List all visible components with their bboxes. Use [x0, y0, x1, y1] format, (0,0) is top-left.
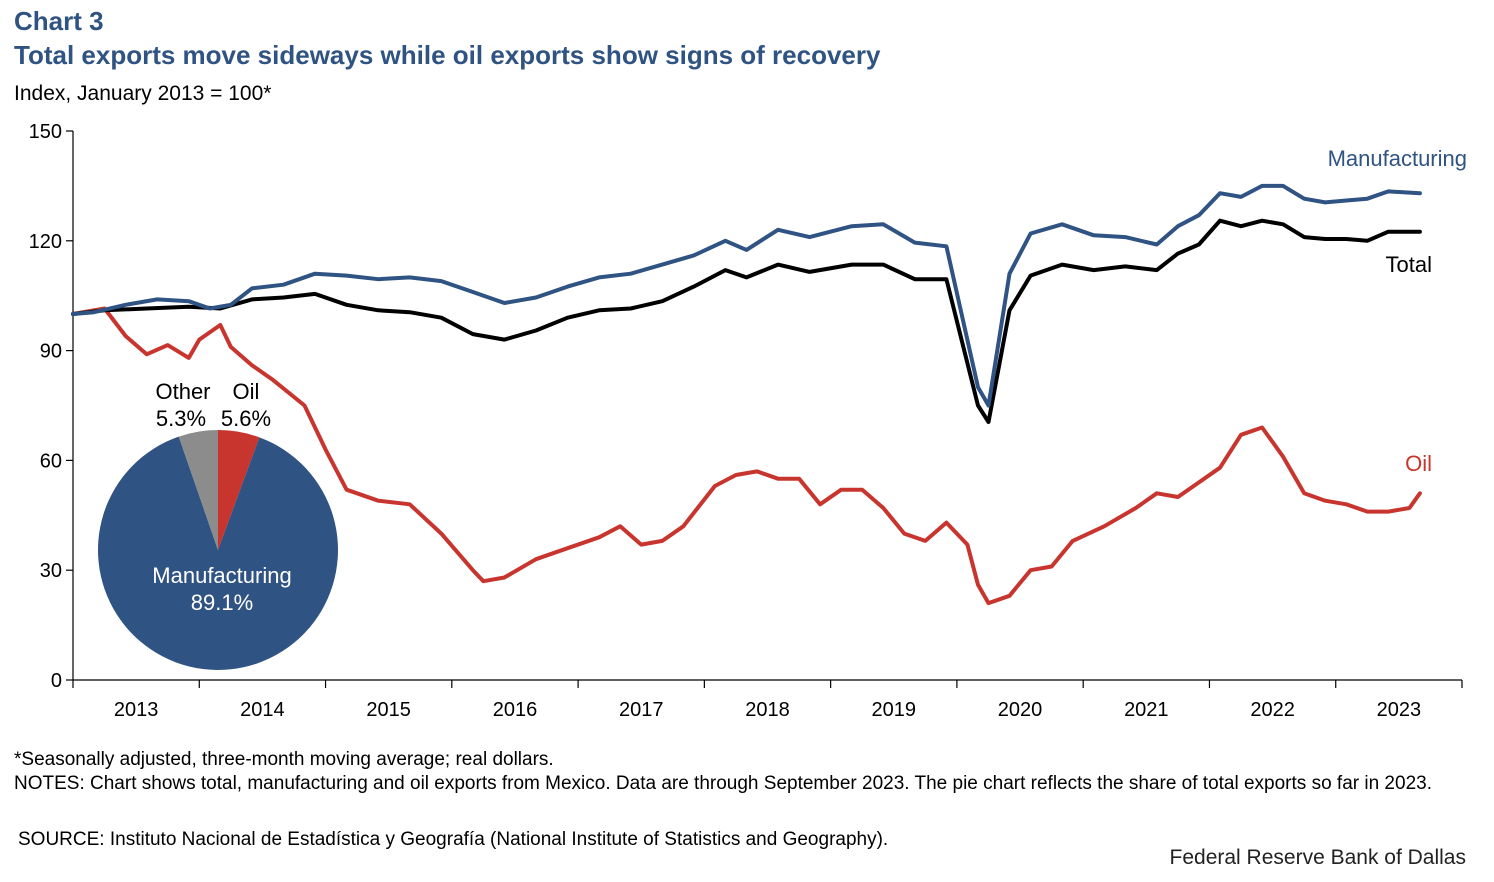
chart-axes: 0 30 60 90 120 150 2013 2014 2015 2016 2017 2018 201…	[29, 121, 1463, 721]
pie-label-oil-name: Oil	[233, 379, 260, 404]
x-tick-label: 2017	[619, 699, 664, 721]
pie-slice-manufacturing	[97, 436, 338, 670]
x-tick-label: 2019	[872, 699, 917, 721]
y-tick-label: 30	[40, 560, 62, 582]
y-tick-label: 60	[40, 450, 62, 472]
source-text: SOURCE: Instituto Nacional de Estadístic…	[18, 829, 889, 850]
chart-subtitle: Index, January 2013 = 100*	[14, 82, 272, 105]
series-line-manufacturing	[71, 183, 1422, 408]
x-tick-label: 2018	[745, 699, 790, 721]
x-tick-label: 2015	[366, 699, 411, 721]
series-line-total	[71, 218, 1422, 424]
series-label-total: Total	[1386, 252, 1432, 277]
x-tick-label: 2016	[493, 699, 538, 721]
series-label-oil: Oil	[1405, 451, 1432, 476]
y-tick-label: 150	[29, 121, 62, 143]
pie-label-manufacturing-value: 89.1%	[191, 590, 253, 615]
pie-slice-other	[178, 430, 218, 550]
chart-notes: *Seasonally adjusted, three-month moving…	[14, 748, 1454, 796]
footnote: *Seasonally adjusted, three-month moving…	[14, 749, 554, 770]
chart-number: Chart 3	[14, 6, 104, 36]
y-tick-label: 0	[51, 670, 62, 692]
pie-label-oil-value: 5.6%	[221, 406, 271, 431]
pie-label-other-name: Other	[155, 379, 210, 404]
x-tick-label: 2021	[1124, 699, 1169, 721]
x-tick-label: 2023	[1377, 699, 1422, 721]
pie-slice-oil	[218, 429, 260, 550]
chart-title: Total exports move sideways while oil ex…	[14, 40, 881, 70]
y-tick-label: 120	[29, 231, 62, 253]
series-line-oil	[71, 306, 1422, 606]
series-labels: Manufacturing Total Oil	[1328, 146, 1467, 476]
chart-series	[71, 183, 1422, 606]
x-tick-label: 2020	[998, 699, 1043, 721]
pie-label-manufacturing-name: Manufacturing	[152, 563, 291, 588]
x-tick-label: 2022	[1250, 699, 1295, 721]
pie-label-other-value: 5.3%	[156, 406, 206, 431]
x-tick-label: 2013	[114, 699, 159, 721]
y-tick-label: 90	[40, 341, 62, 363]
credit-text: Federal Reserve Bank of Dallas	[1169, 846, 1466, 869]
notes-text: NOTES: Chart shows total, manufacturing …	[14, 773, 1432, 794]
series-label-manufacturing: Manufacturing	[1328, 146, 1467, 171]
x-tick-label: 2014	[240, 699, 285, 721]
